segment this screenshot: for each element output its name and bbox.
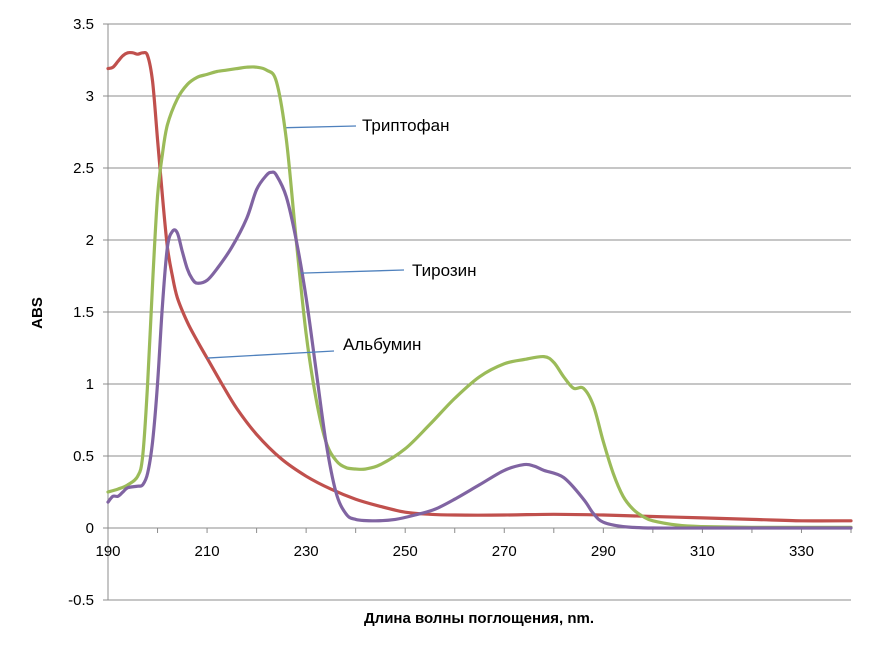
annotation-label: Тирозин <box>412 261 477 280</box>
x-tick-label: 310 <box>690 543 715 560</box>
annotations: Триптофан Тирозин Альбумин <box>207 116 477 359</box>
y-tick-label: 1.5 <box>73 304 94 321</box>
y-tick-label: 3.5 <box>73 16 94 33</box>
x-tick-label: 210 <box>195 543 220 560</box>
x-tick-label: 250 <box>393 543 418 560</box>
tick-labels: -0.5 0 0.5 1 1.5 2 2.5 3 3.5 190 210 230 250 270 290 31… <box>68 16 814 609</box>
y-tick-label: -0.5 <box>68 592 94 609</box>
annotation-label: Альбумин <box>343 335 421 354</box>
annotation-leader-line <box>286 125 357 129</box>
annotation-leader-line <box>301 269 405 274</box>
x-tick-label: 230 <box>294 543 319 560</box>
series-line-red <box>106 50 853 523</box>
series-line-purple <box>106 170 853 530</box>
y-tick-label: 1 <box>86 376 94 393</box>
y-tick-label: 2 <box>86 232 94 249</box>
gridlines <box>108 23 851 601</box>
x-tick-label: 270 <box>492 543 517 560</box>
x-tick-label: 190 <box>95 543 120 560</box>
y-tick-label: 3 <box>86 88 94 105</box>
x-tick-label: 290 <box>591 543 616 560</box>
y-tick-label: 0 <box>86 520 94 537</box>
x-tick-label: 330 <box>789 543 814 560</box>
annotation-leader-line <box>207 350 335 359</box>
series-line-green <box>106 65 853 529</box>
x-axis-title: Длина волны поглощения, nm. <box>364 610 594 627</box>
y-tick-label: 2.5 <box>73 160 94 177</box>
y-tick-label: 0.5 <box>73 448 94 465</box>
series-lines <box>106 50 853 530</box>
y-axis-title: ABS <box>29 297 46 329</box>
annotation-label: Триптофан <box>362 116 449 135</box>
